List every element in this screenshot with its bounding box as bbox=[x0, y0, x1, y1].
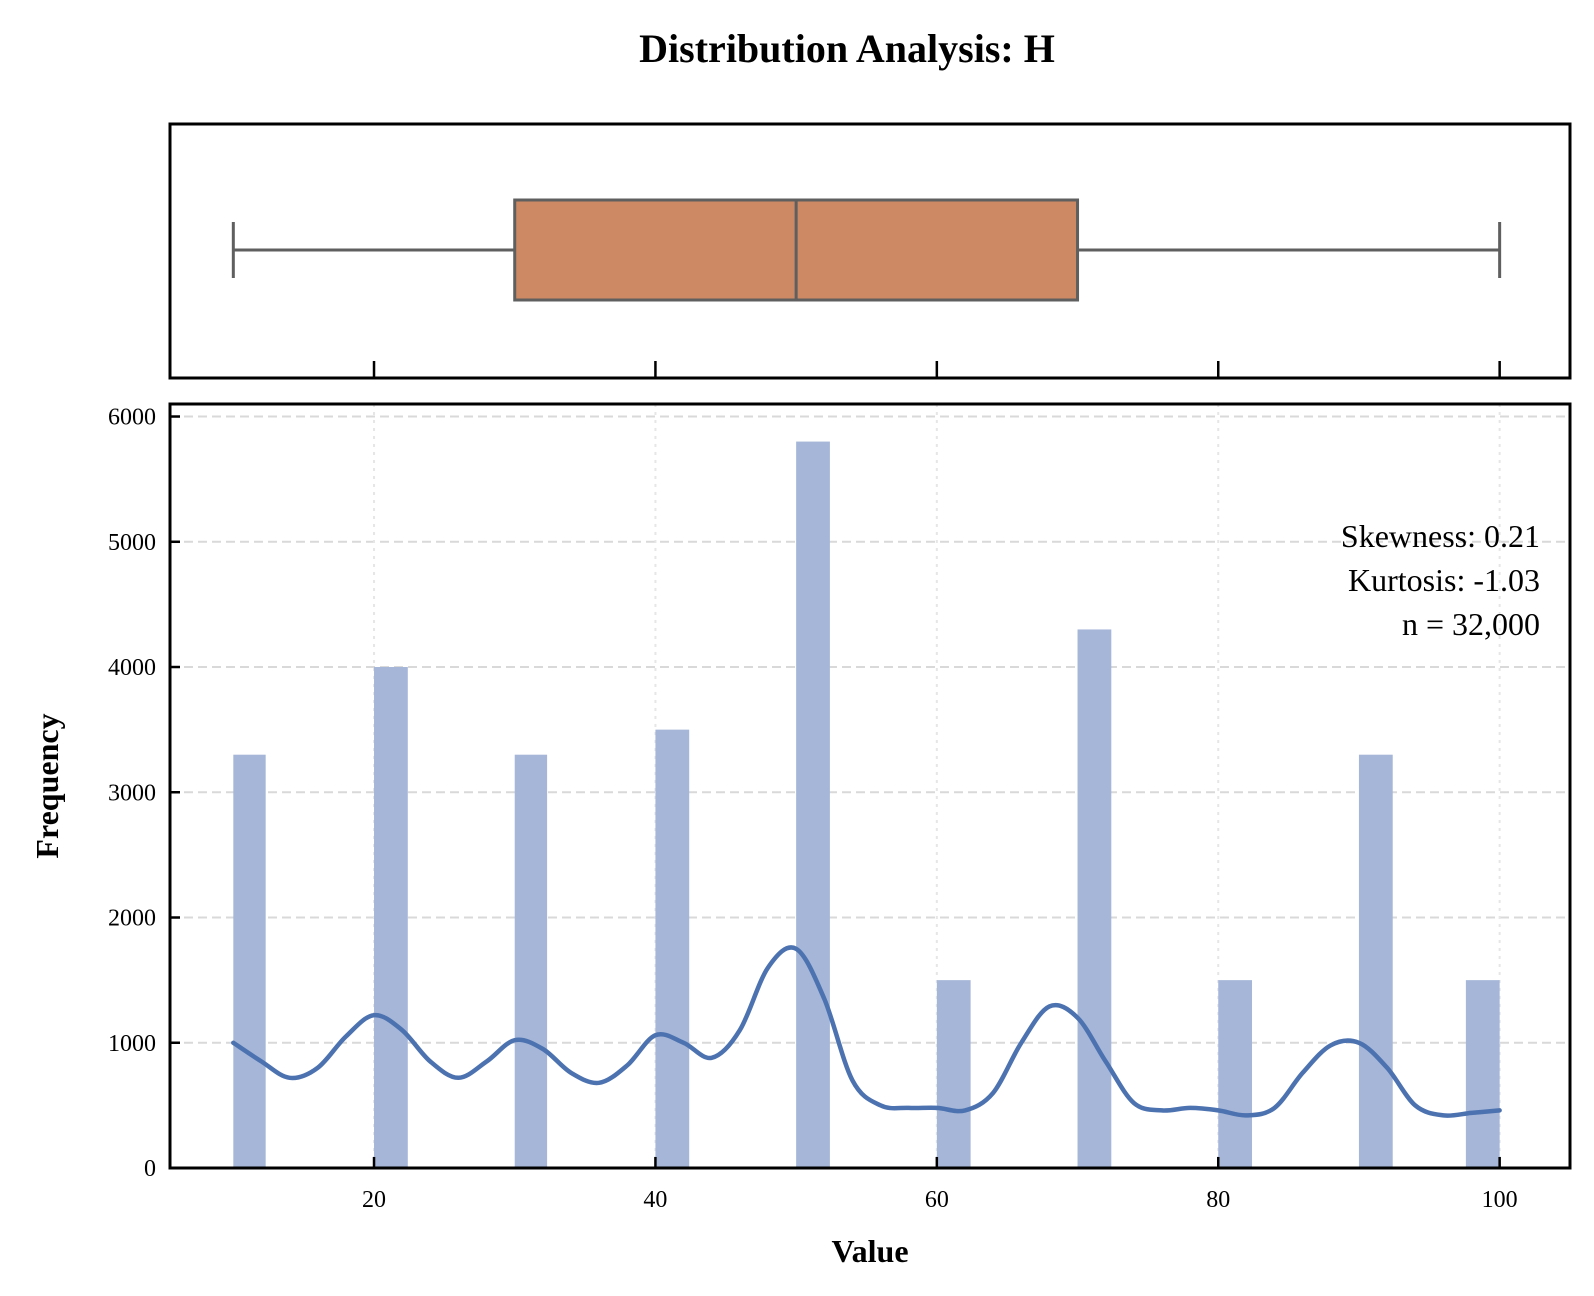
y-tick-label: 6000 bbox=[108, 405, 156, 431]
histogram-bar bbox=[1218, 980, 1253, 1168]
y-tick-label: 5000 bbox=[108, 530, 156, 556]
stats-kurtosis: Kurtosis: -1.03 bbox=[1348, 562, 1540, 598]
chart-title: Distribution Analysis: H bbox=[639, 26, 1055, 71]
y-tick-label: 3000 bbox=[108, 780, 156, 806]
histogram-bar bbox=[374, 667, 408, 1168]
y-axis-ticks: 0 1000 2000 3000 4000 5000 6000 bbox=[108, 405, 180, 1182]
x-tick-label: 60 bbox=[925, 1187, 949, 1213]
x-tick-label: 80 bbox=[1206, 1187, 1230, 1213]
kde-line bbox=[231, 945, 1502, 1118]
histogram-panel: 20 40 60 80 100 0 1000 2000 3000 4000 5000 6000 Va… bbox=[29, 402, 1572, 1269]
x-tick-label: 40 bbox=[643, 1187, 667, 1213]
x-tick-label: 20 bbox=[362, 1187, 386, 1213]
boxplot-frame bbox=[168, 122, 1572, 380]
stats-count: n = 32,000 bbox=[1402, 606, 1540, 642]
stats-skewness: Skewness: 0.21 bbox=[1341, 518, 1540, 554]
y-tick-label: 1000 bbox=[108, 1031, 156, 1057]
histogram-bar bbox=[655, 729, 690, 1168]
histogram-bar bbox=[936, 980, 971, 1168]
y-tick-label: 4000 bbox=[108, 655, 156, 681]
y-axis-label: Frequency bbox=[29, 713, 65, 858]
boxplot bbox=[231, 198, 1502, 302]
x-axis-label: Value bbox=[831, 1233, 908, 1269]
histogram-bar bbox=[1358, 754, 1393, 1168]
histogram-bar bbox=[514, 754, 548, 1168]
histogram-bar bbox=[796, 441, 830, 1169]
histogram-bar bbox=[1465, 980, 1500, 1168]
boxplot-panel bbox=[168, 122, 1572, 380]
x-tick-label: 100 bbox=[1482, 1187, 1518, 1213]
histogram-bar bbox=[1077, 629, 1112, 1168]
boxplot-x-ticks bbox=[372, 361, 1501, 378]
histogram-frame bbox=[168, 402, 1572, 1170]
histogram-bar bbox=[233, 754, 266, 1168]
y-tick-label: 2000 bbox=[108, 906, 156, 932]
x-axis-ticks: 20 40 60 80 100 bbox=[362, 1157, 1518, 1213]
histogram-bars bbox=[233, 441, 1500, 1169]
y-tick-label: 0 bbox=[144, 1156, 156, 1182]
